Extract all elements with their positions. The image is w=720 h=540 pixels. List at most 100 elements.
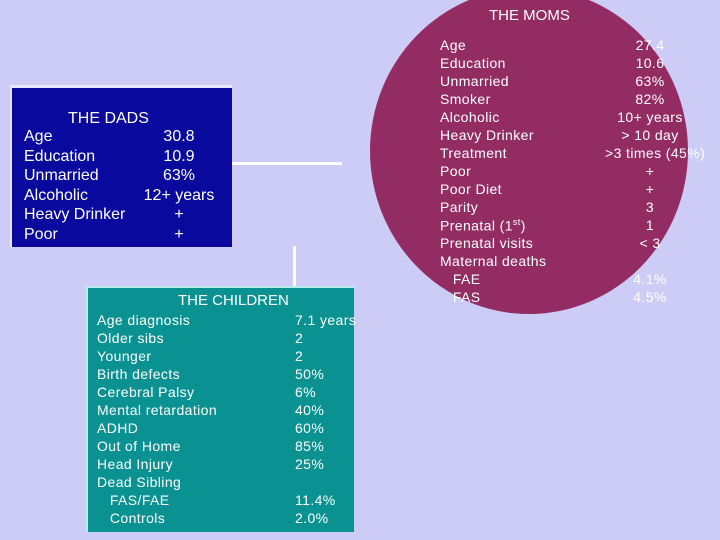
moms-row: Heavy Drinker > 10 day bbox=[440, 127, 690, 145]
moms-row-label: Unmarried bbox=[440, 73, 509, 89]
moms-row-value: 63% bbox=[635, 73, 665, 89]
moms-row: Age 27.4 bbox=[440, 37, 690, 55]
children-row-label: FAS/FAE bbox=[97, 492, 170, 508]
moms-row-label: Age bbox=[440, 37, 467, 53]
dads-row-label: Heavy Drinker bbox=[24, 206, 126, 223]
children-row-value: 60% bbox=[295, 420, 325, 436]
moms-row-value: 4.1% bbox=[633, 271, 667, 287]
children-row-label: Cerebral Palsy bbox=[97, 384, 195, 400]
moms-row: Poor + bbox=[440, 163, 690, 181]
moms-row-value: 4.5% bbox=[633, 289, 667, 305]
moms-row-value: > 10 day bbox=[621, 127, 679, 143]
children-title: THE CHILDREN bbox=[178, 292, 289, 309]
children-row: Birth defects 50% bbox=[97, 366, 367, 384]
moms-row-value: 1 bbox=[645, 217, 655, 233]
children-row: Mental retardation 40% bbox=[97, 402, 367, 420]
moms-row-label: Maternal deaths bbox=[440, 253, 547, 269]
moms-row: Prenatal visits < 3 bbox=[440, 235, 690, 253]
children-row-label: Mental retardation bbox=[97, 402, 218, 418]
children-row-label: Younger bbox=[97, 348, 152, 364]
moms-circle: THE MOMS Age 27.4 Education 10.6 Unmarried 63… bbox=[370, 0, 705, 314]
dads-children-connector bbox=[293, 246, 296, 290]
dads-row-value: 63% bbox=[162, 167, 196, 184]
children-row-value: 2 bbox=[295, 330, 304, 346]
children-row: Head Injury 25% bbox=[97, 456, 367, 474]
moms-row: Smoker 82% bbox=[440, 91, 690, 109]
children-row: Older sibs 2 bbox=[97, 330, 367, 348]
moms-row-label: Prenatal (1st) bbox=[440, 217, 526, 234]
dads-row-label: Poor bbox=[24, 225, 58, 243]
moms-row: Maternal deaths bbox=[440, 253, 690, 271]
children-row: Dead Sibling bbox=[97, 474, 367, 492]
children-row: Controls 2.0% bbox=[97, 510, 367, 528]
moms-row-value: + bbox=[645, 181, 655, 197]
children-row-value: 2.0% bbox=[295, 510, 329, 526]
dads-row-label: Alcoholic bbox=[24, 186, 89, 204]
children-row-label: Birth defects bbox=[97, 366, 181, 382]
moms-row-value: 82% bbox=[635, 91, 665, 107]
moms-row-value: 27.4 bbox=[635, 37, 665, 53]
dads-row-label: Education bbox=[24, 147, 96, 165]
children-row-value: 25% bbox=[295, 456, 325, 472]
children-row-label: Head Injury bbox=[97, 456, 173, 472]
children-row-value: 85% bbox=[295, 438, 325, 454]
dads-row-value: 10.9 bbox=[163, 147, 195, 165]
moms-row: Prenatal (1st) 1 bbox=[440, 217, 690, 235]
dads-row-value: + bbox=[174, 225, 184, 243]
dads-row: Unmarried 63% bbox=[24, 167, 224, 187]
children-row-value: 2 bbox=[295, 348, 304, 364]
dads-row: Poor + bbox=[24, 226, 224, 246]
moms-row-label: Alcoholic bbox=[440, 109, 500, 125]
moms-row-label: Prenatal visits bbox=[440, 235, 534, 251]
moms-row: Parity 3 bbox=[440, 199, 690, 217]
children-row-label: Out of Home bbox=[97, 438, 181, 454]
dads-row: Education 10.9 bbox=[24, 148, 224, 168]
dads-moms-connector bbox=[232, 162, 342, 165]
children-row: Cerebral Palsy 6% bbox=[97, 384, 367, 402]
children-row: Younger 2 bbox=[97, 348, 367, 366]
dads-row: Alcoholic 12+ years bbox=[24, 187, 224, 207]
moms-row: Education 10.6 bbox=[440, 55, 690, 73]
dads-box: THE DADS Age 30.8 Education 10.9 Unmarried 63… bbox=[10, 85, 232, 247]
moms-row-value: < 3 bbox=[639, 235, 661, 251]
moms-row-label: Education bbox=[440, 55, 506, 71]
dads-row-value: 12+ years bbox=[143, 186, 215, 204]
moms-row-value: 10+ years bbox=[617, 109, 683, 125]
children-row-value: 6% bbox=[295, 384, 317, 400]
moms-row-label: Heavy Drinker bbox=[440, 127, 534, 143]
dads-row-value: + bbox=[174, 206, 184, 223]
moms-row-label: Treatment bbox=[440, 145, 507, 161]
moms-row: Treatment >3 times (45%) bbox=[440, 145, 705, 163]
moms-row-value: + bbox=[645, 163, 655, 179]
dads-row: Age 30.8 bbox=[24, 128, 224, 148]
moms-row-label: FAE bbox=[440, 271, 481, 287]
children-row: FAS/FAE 11.4% bbox=[97, 492, 367, 510]
children-row-label: Dead Sibling bbox=[97, 474, 182, 490]
moms-row-value: >3 times (45%) bbox=[605, 145, 706, 161]
moms-row: FAS 4.5% bbox=[440, 289, 690, 307]
children-row-label: Controls bbox=[97, 510, 166, 526]
moms-row-label: Poor bbox=[440, 163, 472, 179]
moms-row-label: Parity bbox=[440, 199, 479, 215]
dads-row-label: Age bbox=[24, 128, 53, 145]
children-row-value: 11.4% bbox=[295, 492, 336, 508]
children-row-label: Older sibs bbox=[97, 330, 165, 346]
moms-row: FAE 4.1% bbox=[440, 271, 690, 289]
moms-row-label: Smoker bbox=[440, 91, 491, 107]
moms-row-label: Poor Diet bbox=[440, 181, 502, 197]
moms-row: Poor Diet + bbox=[440, 181, 690, 199]
moms-row: Unmarried 63% bbox=[440, 73, 690, 91]
children-row-value: 7.1 years bbox=[295, 312, 357, 328]
dads-row-label: Unmarried bbox=[24, 167, 99, 184]
moms-row-label: FAS bbox=[440, 289, 481, 305]
children-box: THE CHILDREN Age diagnosis 7.1 years Older… bbox=[86, 286, 356, 532]
children-row: ADHD 60% bbox=[97, 420, 367, 438]
children-row-label: ADHD bbox=[97, 420, 139, 436]
moms-row-value: 10.6 bbox=[635, 55, 665, 71]
children-row: Age diagnosis 7.1 years bbox=[97, 312, 367, 330]
dads-row-value: 30.8 bbox=[163, 128, 195, 145]
children-row: Out of Home 85% bbox=[97, 438, 367, 456]
children-row-value: 50% bbox=[295, 366, 325, 382]
moms-row-value: 3 bbox=[645, 199, 655, 215]
moms-row: Alcoholic 10+ years bbox=[440, 109, 690, 127]
